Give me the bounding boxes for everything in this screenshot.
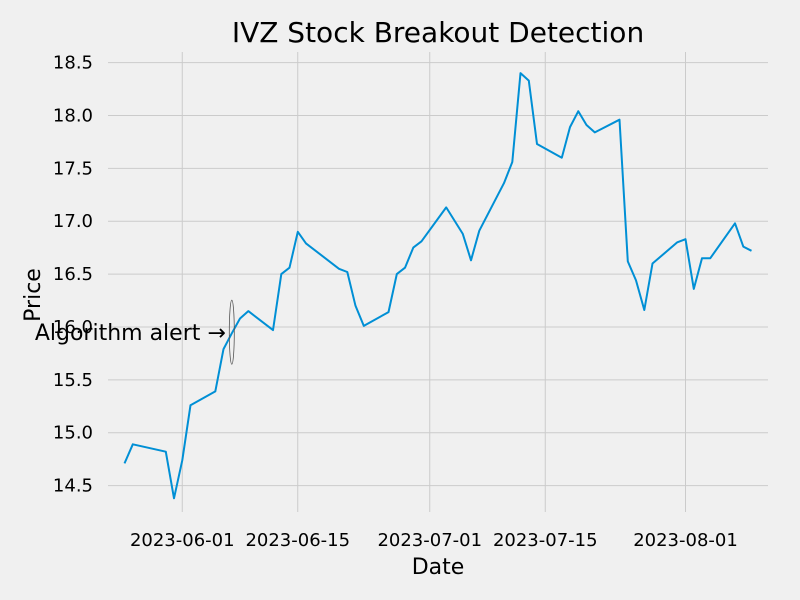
y-axis-ticks: 14.5 15.0 15.5 16.0 16.5 17.0 17.5 18.0 18.5: [53, 53, 93, 497]
x-axis-ticks: 2023-06-01 2023-06-15 2023-07-01 2023-07-15…: [130, 530, 738, 551]
y-tick-label: 17.0: [53, 211, 93, 232]
x-axis-label: Date: [412, 555, 465, 580]
y-tick-label: 14.5: [53, 476, 93, 497]
y-tick-label: 16.5: [53, 264, 93, 285]
y-tick-label: 18.0: [53, 105, 93, 126]
series-line: [123, 72, 752, 500]
alert-marker: [228, 299, 235, 365]
y-tick-label: 15.0: [53, 423, 93, 444]
y-axis-label: Price: [21, 268, 46, 322]
x-tick-label: 2023-07-15: [493, 530, 598, 551]
y-tick-label: 18.5: [53, 53, 93, 74]
chart-title: IVZ Stock Breakout Detection: [232, 16, 644, 49]
grid: [108, 52, 768, 512]
x-tick-label: 2023-07-01: [377, 530, 482, 551]
x-tick-label: 2023-06-15: [245, 530, 350, 551]
y-tick-label: 17.5: [53, 158, 93, 179]
y-tick-label: 16.0: [53, 317, 93, 338]
annotation-label: Algorithm alert →: [35, 321, 226, 346]
y-tick-label: 15.5: [53, 370, 93, 391]
x-tick-label: 2023-08-01: [633, 530, 738, 551]
x-tick-label: 2023-06-01: [130, 530, 235, 551]
